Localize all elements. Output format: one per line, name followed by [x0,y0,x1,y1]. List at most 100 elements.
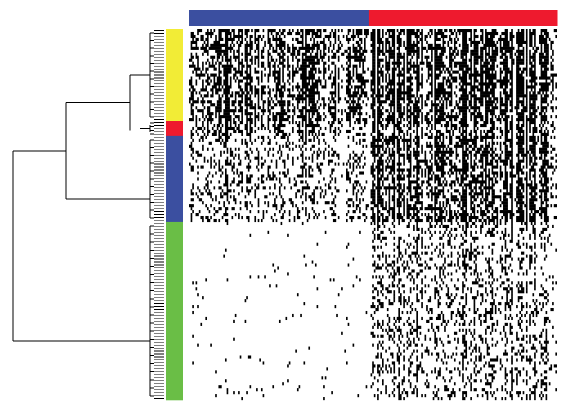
heatmap-cell-run [283,162,286,166]
heatmap-cell-run [334,195,337,199]
heatmap-cell-run [202,296,204,300]
heatmap-cell-run [352,210,356,214]
heatmap-cell-run [347,159,350,163]
heatmap-cell-run [496,174,499,178]
heatmap-cell-run [485,165,487,169]
heatmap-cell-run [190,85,194,89]
heatmap-cell-run [525,180,528,184]
heatmap-cell-run [372,174,376,178]
heatmap-cell-run [424,290,427,294]
heatmap-cell-run [478,313,482,318]
heatmap-cell-run [359,37,363,42]
heatmap-cell-run [210,29,212,33]
heatmap-cell-run [540,126,543,131]
heatmap-cell-run [241,141,243,145]
heatmap-cell-run [525,126,528,131]
heatmap-cell-run [218,218,221,223]
heatmap-cell-run [239,355,242,359]
heatmap-cell-run [470,61,472,65]
heatmap-cell-run [189,97,194,101]
heatmap-cell-run [552,147,556,151]
heatmap-cell-run [421,103,423,107]
heatmap-cell-run [555,388,557,392]
heatmap-cell-run [427,73,433,77]
heatmap-cell-run [522,46,525,50]
heatmap-cell-run [465,299,468,303]
heatmap-cell-run [393,64,396,68]
heatmap-cell-run [427,135,433,139]
heatmap-cell-run [439,224,441,229]
heatmap-cell-run [414,189,418,193]
heatmap-cell-run [480,118,484,122]
heatmap-cell-run [337,55,340,59]
heatmap-cell-run [324,82,327,86]
heatmap-cell-run [413,227,415,231]
heatmap-cell-run [503,43,510,47]
heatmap-cell-run [244,150,248,154]
heatmap-cell-run [267,165,271,169]
heatmap-cell-run [385,61,391,65]
heatmap-cell-run [552,224,554,229]
heatmap-cell-run [447,334,450,338]
heatmap-cell-run [190,135,193,139]
heatmap-cell-run [473,64,476,68]
heatmap-cell-run [211,126,214,131]
heatmap-cell-run [511,61,515,65]
heatmap-cell-run [200,192,204,196]
heatmap-cell-run [403,94,405,98]
heatmap-cell-run [529,388,531,392]
heatmap-cell-run [372,100,376,104]
heatmap-cell-run [246,207,248,211]
heatmap-cell-run [396,100,400,104]
heatmap-cell-run [550,177,553,181]
heatmap-cell-run [453,189,459,193]
heatmap-cell-run [275,165,278,169]
heatmap-cell-run [509,215,513,220]
heatmap-cell-run [550,192,553,196]
heatmap-cell-run [504,221,507,226]
heatmap-cell-run [316,305,319,309]
heatmap-cell-run [332,46,335,50]
heatmap-cell-run [311,64,315,68]
heatmap-cell-run [532,141,538,145]
heatmap-cell-run [249,49,252,53]
heatmap-cell-run [427,382,430,386]
heatmap-cell-run [421,106,423,110]
heatmap-cell-run [470,248,472,252]
heatmap-cell-run [359,141,361,145]
heatmap-cell-run [380,325,382,329]
heatmap-cell-run [249,201,252,205]
heatmap-cell-run [504,97,510,101]
heatmap-cell-run [547,165,554,169]
heatmap-cell-run [285,141,288,145]
heatmap-cell-run [525,186,528,190]
heatmap-cell-run [534,236,536,240]
heatmap-cell-run [206,180,209,184]
heatmap-cell-run [226,388,229,392]
heatmap-cell-run [504,370,507,374]
heatmap-cell-run [234,115,240,119]
heatmap-cell-run [517,198,523,202]
heatmap-cell-run [552,58,554,62]
heatmap-cell-run [403,355,405,359]
heatmap-cell-run [534,210,540,214]
heatmap-cell-run [269,147,271,151]
heatmap-cell-run [506,278,510,282]
heatmap-cell-run [380,367,382,371]
heatmap-cell-run [545,328,548,332]
heatmap-cell-run [475,183,477,187]
heatmap-cell-run [413,174,415,178]
heatmap-cell-run [260,156,263,160]
heatmap-cell-run [421,52,423,56]
heatmap-cell-run [545,254,548,258]
heatmap-cell-run [352,135,355,139]
heatmap-cell-run [385,266,387,270]
heatmap-cell-run [370,144,384,148]
heatmap-cell-run [190,106,193,110]
heatmap-cell-run [198,189,201,193]
heatmap-cell-run [460,123,469,128]
heatmap-cell-run [504,156,510,160]
heatmap-cell-run [504,106,508,110]
heatmap-cell-run [491,61,495,65]
heatmap-cell-run [318,213,320,217]
